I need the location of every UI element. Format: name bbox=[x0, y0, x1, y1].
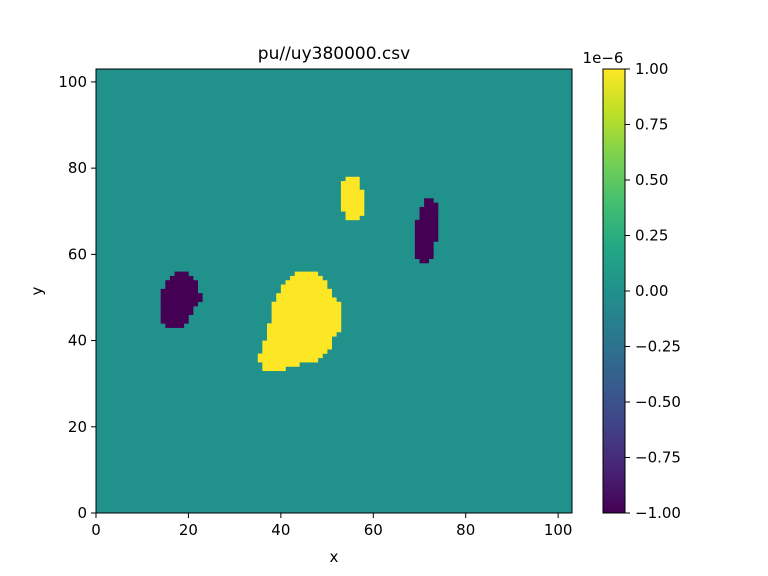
heatmap-cell bbox=[262, 340, 332, 346]
y-tick-label: 40 bbox=[68, 332, 87, 350]
heatmap-cell bbox=[285, 280, 328, 285]
heatmap-cell bbox=[257, 357, 319, 363]
heatmap-cell bbox=[165, 323, 185, 328]
heatmap-cell bbox=[294, 271, 319, 277]
heatmap-cell bbox=[345, 215, 360, 221]
y-tick-label: 60 bbox=[68, 245, 87, 263]
heatmap-cell bbox=[169, 275, 194, 281]
heatmap-cell bbox=[266, 331, 337, 337]
y-axis: 0 20 40 60 80 100 bbox=[58, 73, 96, 522]
colorbar-tick-label: −1.00 bbox=[635, 504, 681, 522]
y-tick-label: 0 bbox=[77, 504, 87, 522]
heatmap-cell bbox=[266, 327, 342, 333]
region-1 bbox=[257, 271, 342, 372]
colorbar-offset-label: 1e−6 bbox=[583, 49, 624, 67]
heatmap-cell bbox=[419, 206, 439, 212]
x-tick-label: 20 bbox=[179, 521, 198, 539]
heatmap-cell bbox=[276, 293, 332, 298]
heatmap-cell bbox=[271, 314, 342, 320]
heatmap-cell bbox=[262, 349, 328, 354]
heatmap-cell bbox=[414, 232, 439, 238]
heatmap-cell bbox=[340, 185, 360, 190]
heatmap-cell bbox=[414, 245, 434, 251]
heatmap-cell bbox=[340, 202, 365, 208]
x-tick-label: 40 bbox=[271, 521, 290, 539]
colorbar-tick-label: −0.50 bbox=[635, 393, 681, 411]
heatmap-cell bbox=[160, 314, 189, 320]
heatmap-cell bbox=[271, 301, 342, 307]
heatmap-cell bbox=[257, 353, 323, 359]
heatmap-cell bbox=[165, 284, 198, 290]
heatmap-cell bbox=[271, 310, 342, 316]
heatmap-cell bbox=[414, 241, 434, 247]
y-tick-label: 20 bbox=[68, 418, 87, 436]
heatmap-cell bbox=[160, 306, 194, 311]
x-axis-label: x bbox=[330, 548, 339, 566]
colorbar-tick-label: 0.75 bbox=[635, 116, 668, 134]
heatmap-cell bbox=[290, 275, 323, 281]
heatmap-cell bbox=[266, 323, 342, 328]
heatmap-cell bbox=[414, 228, 439, 234]
chart-title: pu//uy380000.csv bbox=[258, 44, 410, 64]
heatmap-cell bbox=[160, 310, 194, 316]
heatmap-cell bbox=[271, 306, 342, 311]
region-3 bbox=[414, 198, 439, 264]
colorbar-tick-label: 0.00 bbox=[635, 282, 668, 300]
heatmap-cell bbox=[160, 301, 198, 307]
heatmap-cell bbox=[414, 250, 434, 255]
heatmap-cell bbox=[262, 366, 286, 372]
colorbar-tick-label: −0.25 bbox=[635, 338, 681, 356]
colorbar-tick-label: −0.75 bbox=[635, 449, 681, 467]
colorbar bbox=[602, 68, 626, 514]
heatmap-cell bbox=[419, 258, 430, 264]
colorbar-tick-label: 0.25 bbox=[635, 227, 668, 245]
heatmap-cell bbox=[414, 219, 439, 225]
heatmap-cell bbox=[340, 189, 365, 195]
heatmap-cell bbox=[276, 297, 337, 303]
heatmap-cell bbox=[280, 284, 328, 290]
colorbar-ticks: 1.00 0.75 0.50 0.25 0.00 −0.25 −0.50 −0.75 −1.00 bbox=[625, 60, 681, 522]
x-tick-label: 60 bbox=[364, 521, 383, 539]
heatmap-cell bbox=[160, 293, 203, 298]
y-tick-label: 80 bbox=[68, 159, 87, 177]
heatmap-cell bbox=[262, 362, 300, 367]
heatmap-cell bbox=[160, 319, 189, 324]
heatmap-regions bbox=[160, 176, 439, 372]
heatmap-cell bbox=[345, 211, 365, 216]
heatmap-cell bbox=[266, 336, 332, 341]
y-axis-label: y bbox=[28, 286, 46, 295]
heatmap-cell bbox=[271, 319, 342, 324]
heatmap-cell bbox=[414, 254, 434, 259]
heatmap-cell bbox=[345, 176, 360, 182]
heatmap-cell bbox=[424, 202, 439, 208]
region-2 bbox=[340, 176, 365, 221]
heatmap-cell bbox=[280, 288, 332, 294]
plot-frame bbox=[95, 68, 573, 514]
heatmap-cell bbox=[414, 237, 439, 242]
heatmap-cell bbox=[340, 181, 360, 186]
region-0 bbox=[160, 271, 203, 328]
colorbar-tick-label: 1.00 bbox=[635, 60, 668, 78]
x-axis: 0 20 40 60 80 100 bbox=[91, 513, 572, 539]
heatmap-cell bbox=[414, 224, 439, 229]
y-tick-label: 100 bbox=[58, 73, 87, 91]
x-tick-label: 100 bbox=[544, 521, 573, 539]
heatmap-cell bbox=[262, 344, 332, 350]
colorbar-tick-label: 0.50 bbox=[635, 171, 668, 189]
x-tick-label: 0 bbox=[91, 521, 101, 539]
x-tick-label: 80 bbox=[456, 521, 475, 539]
heatmap-cell bbox=[340, 198, 365, 203]
heatmap-cell bbox=[419, 211, 439, 216]
heatmap-cell bbox=[160, 297, 203, 303]
heatmap-cell bbox=[419, 215, 439, 221]
heatmap-cell bbox=[424, 198, 434, 203]
heatmap-cell bbox=[340, 194, 365, 199]
heatmap-cell bbox=[174, 271, 189, 277]
heatmap-cell bbox=[340, 206, 365, 212]
heatmap-cell bbox=[165, 280, 198, 285]
heatmap-cell bbox=[160, 288, 198, 294]
